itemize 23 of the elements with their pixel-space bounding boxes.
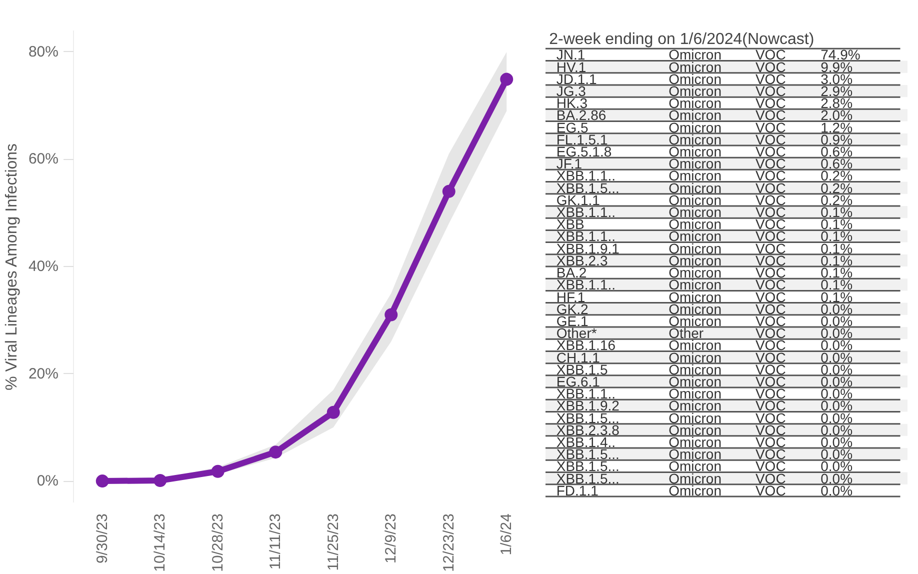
point xyxy=(211,464,224,478)
y-tick-label: 80% xyxy=(28,43,59,60)
x-tick-label: 11/25/23 xyxy=(324,513,342,571)
y-axis-title: % Viral Lineages Among Infections xyxy=(3,143,20,390)
y-tick-label: 20% xyxy=(28,365,59,382)
point xyxy=(442,184,456,198)
x-tick-label: 12/9/23 xyxy=(382,514,400,564)
point xyxy=(154,474,167,487)
x-tick-label: 1/6/24 xyxy=(498,513,516,556)
y-tick-label: 0% xyxy=(36,472,59,490)
x-tick-label: 12/23/23 xyxy=(440,514,458,572)
point xyxy=(326,406,340,419)
point xyxy=(269,446,282,459)
y-tick-label: 40% xyxy=(28,258,59,275)
point xyxy=(384,308,398,322)
x-tick-label: 9/30/23 xyxy=(94,514,111,564)
x-tick-label: 11/11/23 xyxy=(267,513,284,570)
x-tick-label: 10/14/23 xyxy=(152,514,169,572)
text: 2-week ending on 1/6/2024(Nowcast) xyxy=(549,31,814,48)
point xyxy=(96,474,109,488)
x-tick-label: 10/28/23 xyxy=(209,514,226,572)
y-tick-label: 60% xyxy=(28,150,59,168)
point xyxy=(500,72,514,86)
